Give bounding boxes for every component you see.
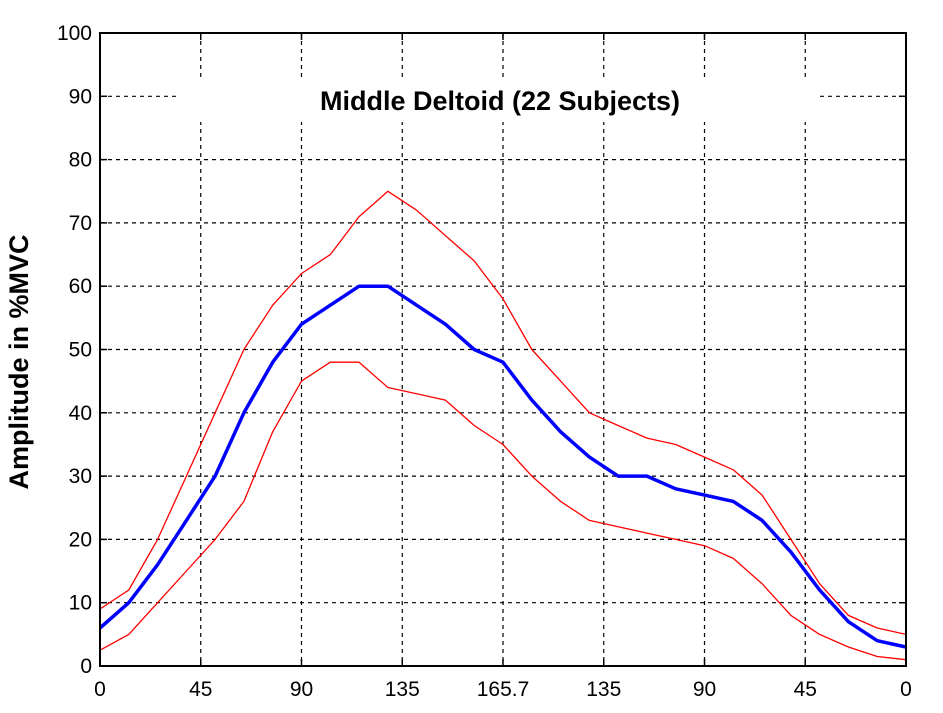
chart-title: Middle Deltoid (22 Subjects): [320, 86, 680, 116]
x-tick-label: 135: [586, 678, 621, 701]
y-tick-label: 90: [69, 85, 92, 108]
series-line-upper: [99, 190, 907, 636]
y-tick-label: 80: [69, 149, 92, 172]
y-tick-labels: 0 10 20 30 40 50 60 70 80 90 100: [57, 22, 92, 678]
tick-marks: [99, 32, 907, 667]
y-tick-label: 100: [57, 22, 92, 45]
y-axis-label: Amplitude in %MVC: [4, 235, 34, 490]
y-tick-label: 20: [69, 528, 92, 551]
x-tick-label: 45: [794, 678, 817, 701]
y-tick-label: 50: [69, 339, 92, 362]
series-layer: [98, 190, 907, 661]
y-tick-label: 30: [69, 465, 92, 488]
title-backdrop: [176, 78, 816, 122]
x-tick-label: 90: [290, 678, 313, 701]
series-line-lower: [99, 361, 907, 661]
x-tick-label: 0: [900, 678, 912, 701]
x-tick-labels: 0 45 90 135 165.7 135 90 45 0: [94, 678, 912, 701]
series-line-mean: [98, 284, 907, 649]
x-tick-label: 165.7: [477, 678, 530, 701]
y-tick-label: 70: [69, 212, 92, 235]
y-tick-label: 60: [69, 275, 92, 298]
x-tick-label: 135: [385, 678, 420, 701]
y-tick-label: 10: [69, 592, 92, 615]
x-tick-label: 45: [189, 678, 212, 701]
x-tick-label: 90: [693, 678, 716, 701]
y-tick-label: 0: [80, 655, 92, 678]
y-tick-label: 40: [69, 402, 92, 425]
x-tick-label: 0: [94, 678, 106, 701]
